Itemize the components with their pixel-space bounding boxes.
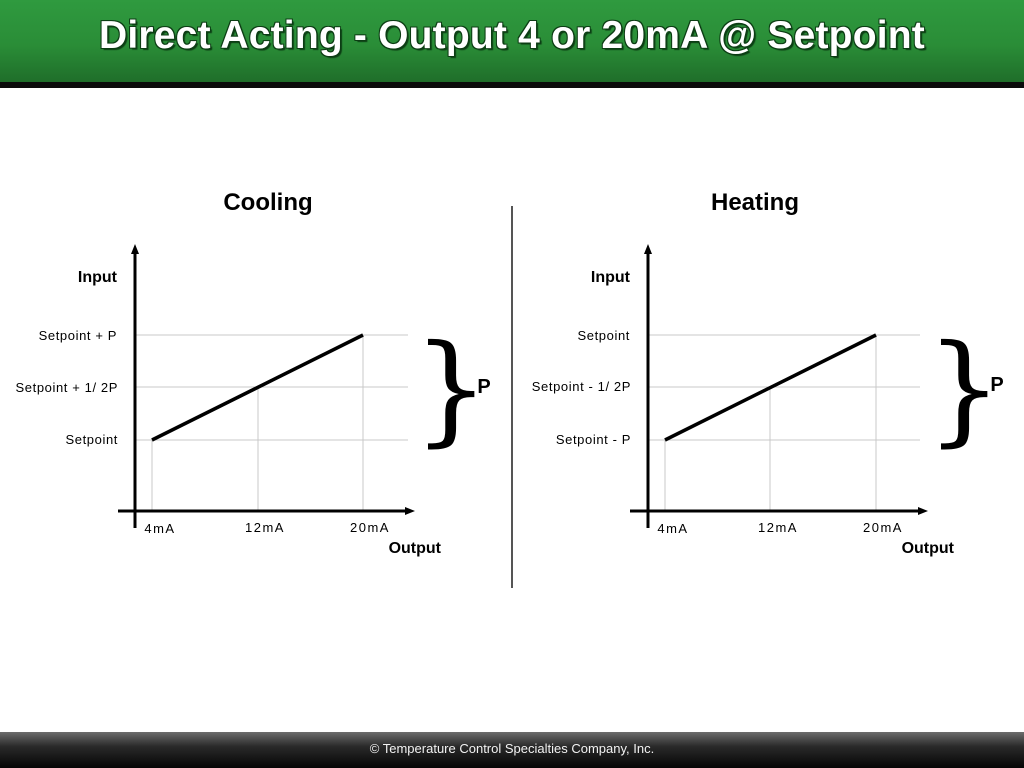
response-line	[151, 333, 364, 442]
slide-title: Direct Acting - Output 4 or 20mA @ Setpo…	[99, 14, 925, 57]
x-label-4ma: 4mA	[144, 521, 175, 536]
y-label-setpoint-minus-p: Setpoint - P	[556, 432, 631, 447]
y-axis-title: Input	[591, 269, 631, 286]
footer-bar	[0, 732, 1024, 768]
x-label-20ma: 20mA	[863, 520, 903, 535]
band-label: P	[477, 376, 490, 398]
x-label-12ma: 12mA	[758, 520, 798, 535]
cooling-diagram: Cooling Input Output Setpoint + P Setpoi…	[16, 189, 491, 557]
x-label-12ma: 12mA	[245, 520, 285, 535]
y-label-setpoint: Setpoint	[577, 328, 630, 343]
x-axis-title: Output	[902, 540, 955, 557]
y-label-setpoint-plus-half-p: Setpoint + 1/ 2P	[16, 380, 118, 395]
title-bar-rule	[0, 82, 1024, 88]
cooling-title: Cooling	[223, 189, 312, 216]
y-axis-title: Input	[78, 269, 118, 286]
brace-icon: }	[413, 320, 489, 459]
title-bar	[0, 0, 1024, 82]
copyright-text: © Temperature Control Specialties Compan…	[369, 741, 655, 756]
y-label-setpoint-plus-p: Setpoint + P	[39, 328, 117, 343]
heating-title: Heating	[711, 189, 799, 216]
heating-diagram: Heating Input Output Setpoint Setpoint -…	[532, 189, 1004, 557]
y-label-setpoint: Setpoint	[65, 432, 118, 447]
brace-icon: }	[926, 320, 1002, 459]
x-axis-title: Output	[389, 540, 442, 557]
response-line	[664, 333, 877, 442]
y-label-setpoint-minus-half-p: Setpoint - 1/ 2P	[532, 379, 631, 394]
x-label-4ma: 4mA	[657, 521, 688, 536]
band-label: P	[990, 374, 1003, 396]
x-label-20ma: 20mA	[350, 520, 390, 535]
